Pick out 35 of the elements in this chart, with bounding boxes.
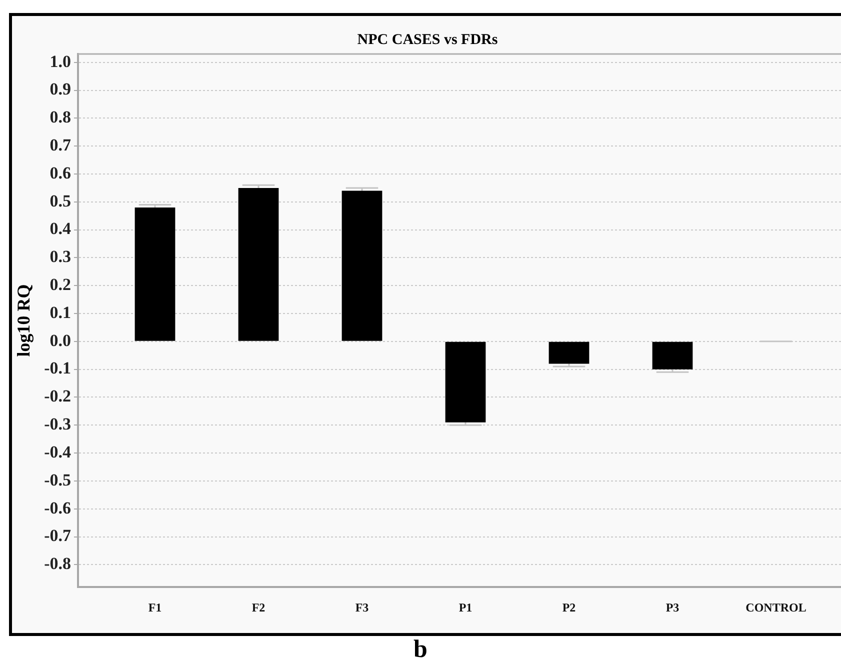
x-tick-label: P2: [562, 600, 576, 614]
bar: [445, 342, 486, 422]
chart-title: NPC CASES vs FDRs: [357, 32, 498, 48]
text: b: [412, 635, 428, 665]
y-tick-label: 0.8: [50, 108, 71, 127]
y-tick-label: -0.5: [44, 470, 71, 490]
bar: [238, 188, 279, 341]
y-tick-label: 0.4: [50, 219, 72, 238]
y-tick-label: -0.3: [44, 414, 71, 434]
bar: [652, 342, 693, 370]
y-axis-title: log10 RQ: [13, 284, 34, 357]
x-tick-label: F1: [148, 600, 162, 614]
y-tick-label: 0.0: [50, 330, 71, 350]
y-tick-label: -0.7: [44, 526, 72, 546]
y-tick-label: 0.1: [50, 302, 71, 322]
y-tick-label: 0.5: [50, 191, 71, 210]
y-tick-label: 0.7: [50, 135, 72, 154]
bar: [342, 190, 382, 341]
y-tick-label: 0.3: [50, 247, 71, 266]
y-tick-label: -0.2: [44, 386, 71, 406]
y-tick-label: 0.9: [50, 80, 71, 99]
x-tick-label: F3: [355, 600, 369, 614]
y-tick-label: -0.8: [44, 554, 71, 574]
y-tick-label: 1.0: [50, 52, 71, 71]
bar: [548, 342, 590, 364]
y-tick-label: -0.1: [44, 358, 71, 378]
y-tick-label: 0.6: [50, 163, 71, 182]
y-tick-label: 0.2: [50, 275, 71, 294]
x-tick-label: P1: [458, 600, 472, 614]
bar: [134, 207, 176, 341]
x-tick-label: CONTROL: [746, 600, 806, 614]
y-tick-label: -0.6: [44, 498, 71, 518]
y-tick-label: -0.4: [44, 442, 72, 462]
x-tick-label: F2: [252, 600, 266, 614]
x-tick-label: P3: [666, 600, 680, 614]
